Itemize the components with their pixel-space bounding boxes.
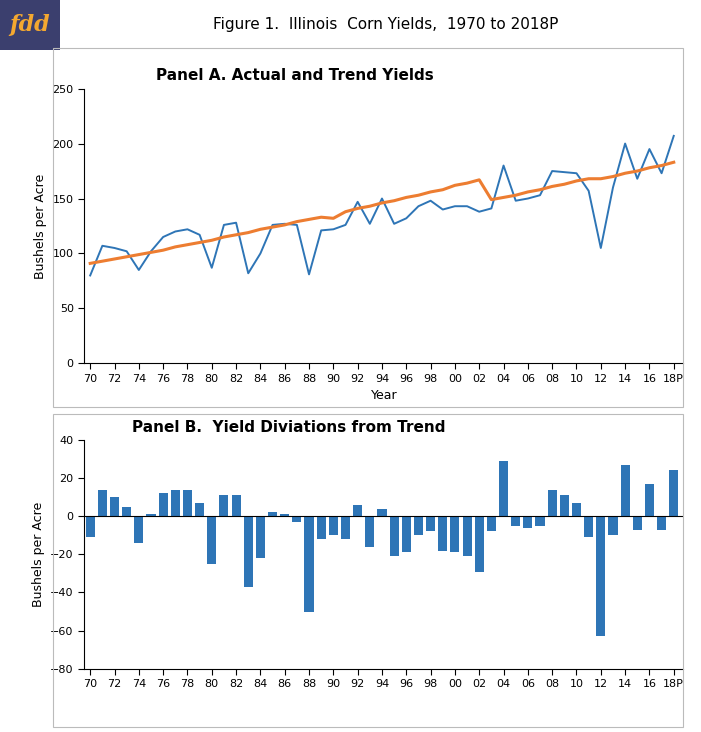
Bar <box>499 461 508 516</box>
Bar <box>353 505 362 516</box>
Bar <box>511 516 520 526</box>
Bar <box>536 516 545 526</box>
Bar <box>341 516 350 539</box>
Bar <box>560 496 569 516</box>
Text: Panel B.  Yield Diviations from Trend: Panel B. Yield Diviations from Trend <box>132 419 446 435</box>
Y-axis label: Bushels per Acre: Bushels per Acre <box>32 501 45 607</box>
Y-axis label: Bushels per Acre: Bushels per Acre <box>34 173 47 279</box>
Bar <box>110 497 119 516</box>
Bar <box>219 496 229 516</box>
Bar <box>231 496 240 516</box>
Bar <box>572 503 581 516</box>
Bar <box>86 516 95 537</box>
X-axis label: Year: Year <box>371 389 397 403</box>
Bar <box>207 516 217 564</box>
Bar <box>147 515 156 516</box>
Bar <box>183 490 192 516</box>
Bar <box>475 516 484 572</box>
Bar <box>390 516 399 556</box>
Text: fdd: fdd <box>10 14 50 36</box>
Bar <box>414 516 423 535</box>
Bar <box>122 507 131 516</box>
Bar <box>463 516 472 556</box>
Bar <box>633 516 642 529</box>
Bar <box>98 490 107 516</box>
Bar <box>329 516 338 535</box>
Bar <box>268 512 277 516</box>
Bar <box>256 516 265 559</box>
Text: Figure 1.  Illinois  Corn Yields,  1970 to 2018P: Figure 1. Illinois Corn Yields, 1970 to … <box>213 18 558 32</box>
Bar <box>317 516 326 539</box>
Bar <box>304 516 313 611</box>
Bar <box>292 516 301 522</box>
Bar <box>608 516 618 535</box>
Bar <box>524 516 533 528</box>
Bar <box>438 516 447 550</box>
Text: Panel A. Actual and Trend Yields: Panel A. Actual and Trend Yields <box>156 68 434 83</box>
Bar <box>657 516 666 529</box>
Bar <box>158 493 168 516</box>
Bar <box>195 503 204 516</box>
Bar <box>669 471 679 516</box>
Bar <box>547 490 557 516</box>
Bar <box>377 509 386 516</box>
Bar <box>244 516 253 587</box>
Bar <box>365 516 374 547</box>
Bar <box>620 465 629 516</box>
Bar <box>135 516 144 543</box>
Bar <box>486 516 496 531</box>
Bar <box>645 484 654 516</box>
Bar <box>280 515 290 516</box>
Bar <box>450 516 459 553</box>
Bar <box>402 516 411 553</box>
Bar <box>426 516 435 531</box>
Bar <box>584 516 593 537</box>
Bar <box>171 490 180 516</box>
Bar <box>597 516 606 636</box>
